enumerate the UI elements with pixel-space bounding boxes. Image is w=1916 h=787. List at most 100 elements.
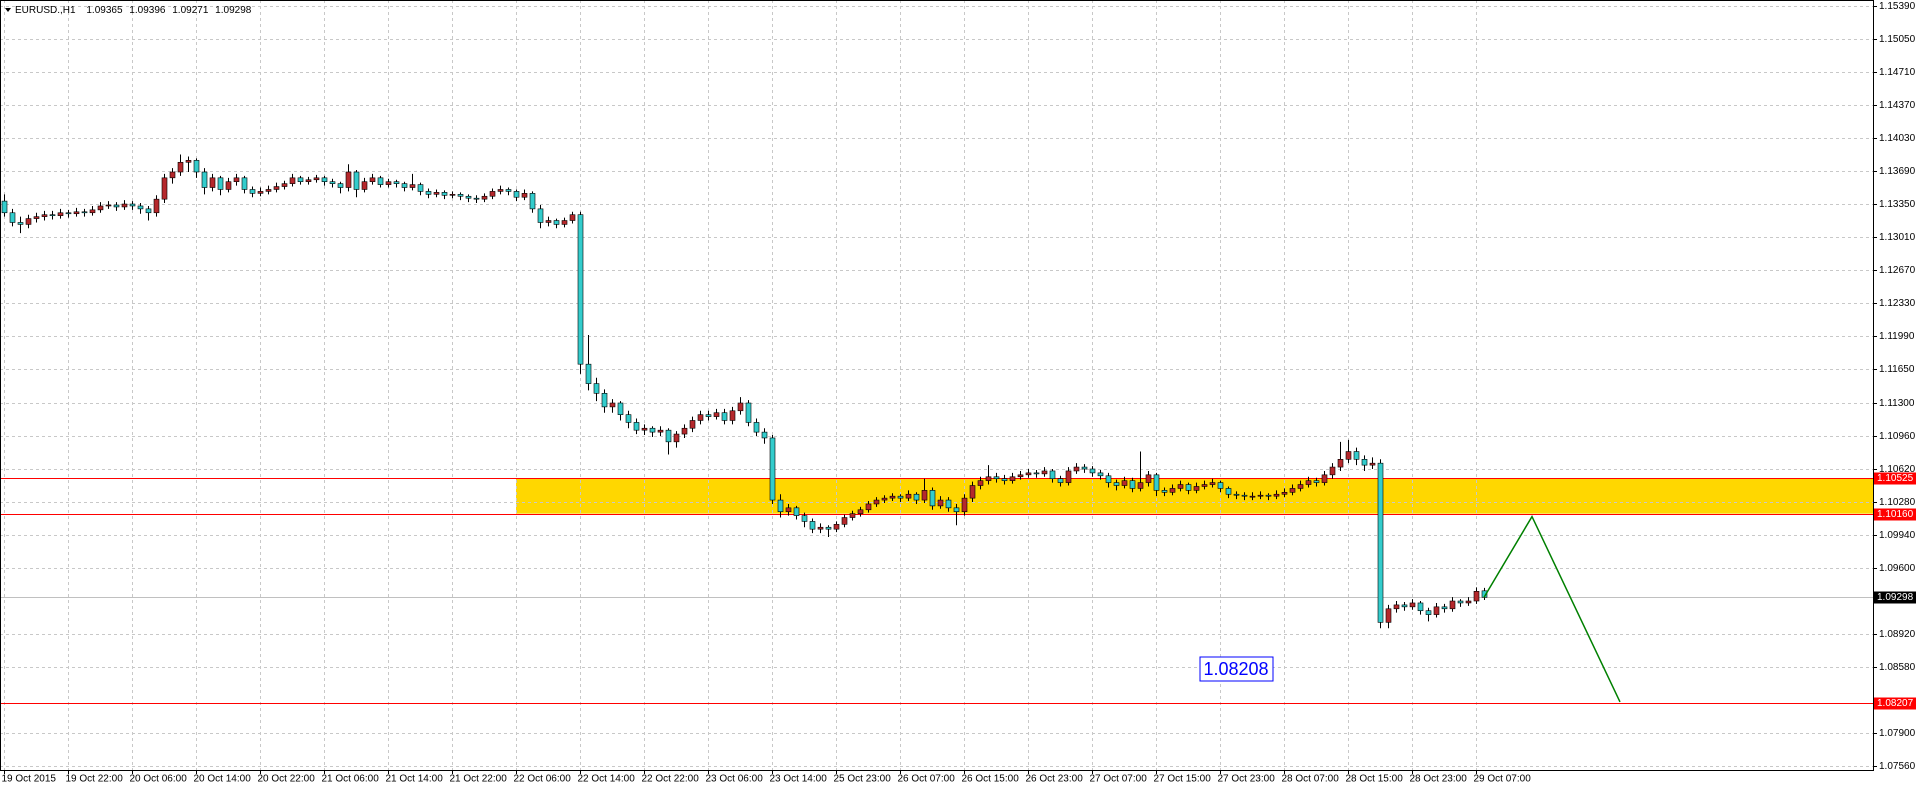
- candle-body: [881, 497, 888, 501]
- candle-body: [1385, 608, 1392, 623]
- candle-body: [25, 218, 32, 225]
- candle-body: [1321, 474, 1328, 483]
- y-tick-label: 1.11650: [1879, 364, 1915, 375]
- candle-body: [713, 412, 720, 417]
- x-tick-label: 21 Oct 06:00: [322, 774, 380, 785]
- candle-body: [497, 189, 504, 192]
- y-tick-label: 1.14030: [1879, 133, 1916, 144]
- price-axis-background: [1874, 0, 1916, 787]
- level-layer: [0, 478, 1873, 704]
- level-label-box: [1874, 697, 1916, 710]
- candle-body: [1153, 474, 1160, 491]
- candle-body: [433, 192, 440, 195]
- candle-body: [417, 184, 424, 192]
- candle-body: [777, 499, 784, 513]
- candle-body: [145, 208, 152, 214]
- candle-body: [1089, 468, 1096, 474]
- level-label: 1.10160: [1877, 509, 1914, 520]
- y-tick-label: 1.15390: [1879, 1, 1916, 12]
- candle-body: [697, 414, 704, 421]
- y-tick-label: 1.11300: [1879, 398, 1915, 409]
- x-tick-label: 26 Oct 23:00: [1026, 774, 1084, 785]
- candle-body: [289, 177, 296, 184]
- y-tick-label: 1.07560: [1879, 761, 1916, 772]
- candle-body: [161, 177, 168, 200]
- candle-layer: [1, 154, 1488, 629]
- zone-layer: [516, 478, 1873, 514]
- candle-body: [281, 183, 288, 187]
- candle-body: [489, 191, 496, 197]
- candle-body: [961, 497, 968, 513]
- candle-body: [1225, 488, 1232, 495]
- candle-body: [953, 507, 960, 513]
- candle-body: [1009, 476, 1016, 481]
- candle-body: [1081, 466, 1088, 470]
- candle-body: [1209, 482, 1216, 485]
- candle-body: [1281, 492, 1288, 495]
- x-tick-label: 26 Oct 15:00: [962, 774, 1020, 785]
- candle-body: [1377, 462, 1384, 623]
- x-tick-label: 28 Oct 15:00: [1346, 774, 1404, 785]
- candle-body: [801, 515, 808, 522]
- candle-body: [169, 171, 176, 179]
- candle-body: [665, 429, 672, 443]
- candle-body: [33, 216, 40, 219]
- candle-body: [985, 476, 992, 481]
- candle-body: [657, 429, 664, 433]
- candle-body: [825, 526, 832, 530]
- x-tick-label: 21 Oct 22:00: [450, 774, 508, 785]
- x-tick-label: 20 Oct 14:00: [194, 774, 252, 785]
- candle-body: [505, 189, 512, 192]
- y-tick-label: 1.15050: [1879, 34, 1916, 45]
- close-price: 1.09298: [215, 5, 252, 16]
- candle-body: [1409, 602, 1416, 608]
- candle-body: [1449, 600, 1456, 610]
- candle-body: [265, 189, 272, 192]
- candle-body: [633, 422, 640, 431]
- candle-body: [993, 476, 1000, 480]
- support-resistance-zone: [516, 478, 1873, 514]
- candle-body: [913, 493, 920, 501]
- candle-body: [729, 410, 736, 421]
- candle-body: [833, 524, 840, 530]
- x-tick-label: 29 Oct 07:00: [1474, 774, 1532, 785]
- candle-body: [1441, 606, 1448, 610]
- annotation-box: [1199, 656, 1274, 682]
- x-tick-label: 22 Oct 22:00: [642, 774, 700, 785]
- grid-layer: [0, 0, 1873, 770]
- candle-body: [441, 192, 448, 196]
- candle-body: [745, 402, 752, 423]
- candle-body: [929, 490, 936, 507]
- candle-body: [401, 183, 408, 188]
- candle-body: [425, 191, 432, 195]
- time-axis-background: [0, 771, 1916, 787]
- candle-body: [361, 181, 368, 190]
- candle-body: [1273, 493, 1280, 497]
- candle-body: [409, 184, 416, 188]
- candle-body: [73, 211, 80, 215]
- candle-body: [1097, 472, 1104, 477]
- candle-body: [569, 214, 576, 221]
- candle-body: [761, 431, 768, 439]
- candle-body: [337, 183, 344, 188]
- x-tick-label: 22 Oct 14:00: [578, 774, 636, 785]
- candle-body: [601, 392, 608, 408]
- candle-body: [1257, 494, 1264, 497]
- current-price-label: 1.09298: [1877, 592, 1914, 603]
- candle-body: [1129, 480, 1136, 489]
- y-tick-label: 1.14710: [1879, 67, 1916, 78]
- candle-body: [225, 181, 232, 190]
- candle-body: [81, 211, 88, 214]
- y-tick-label: 1.13010: [1879, 232, 1916, 243]
- candle-body: [617, 402, 624, 415]
- x-tick-label: 22 Oct 06:00: [514, 774, 572, 785]
- level-label-box: [1874, 472, 1916, 485]
- candle-body: [201, 171, 208, 188]
- candle-body: [1353, 451, 1360, 460]
- candle-body: [1121, 480, 1128, 486]
- candle-body: [1425, 610, 1432, 615]
- candle-body: [1137, 482, 1144, 489]
- candle-body: [737, 402, 744, 412]
- candle-body: [329, 181, 336, 184]
- candle-body: [1433, 606, 1440, 615]
